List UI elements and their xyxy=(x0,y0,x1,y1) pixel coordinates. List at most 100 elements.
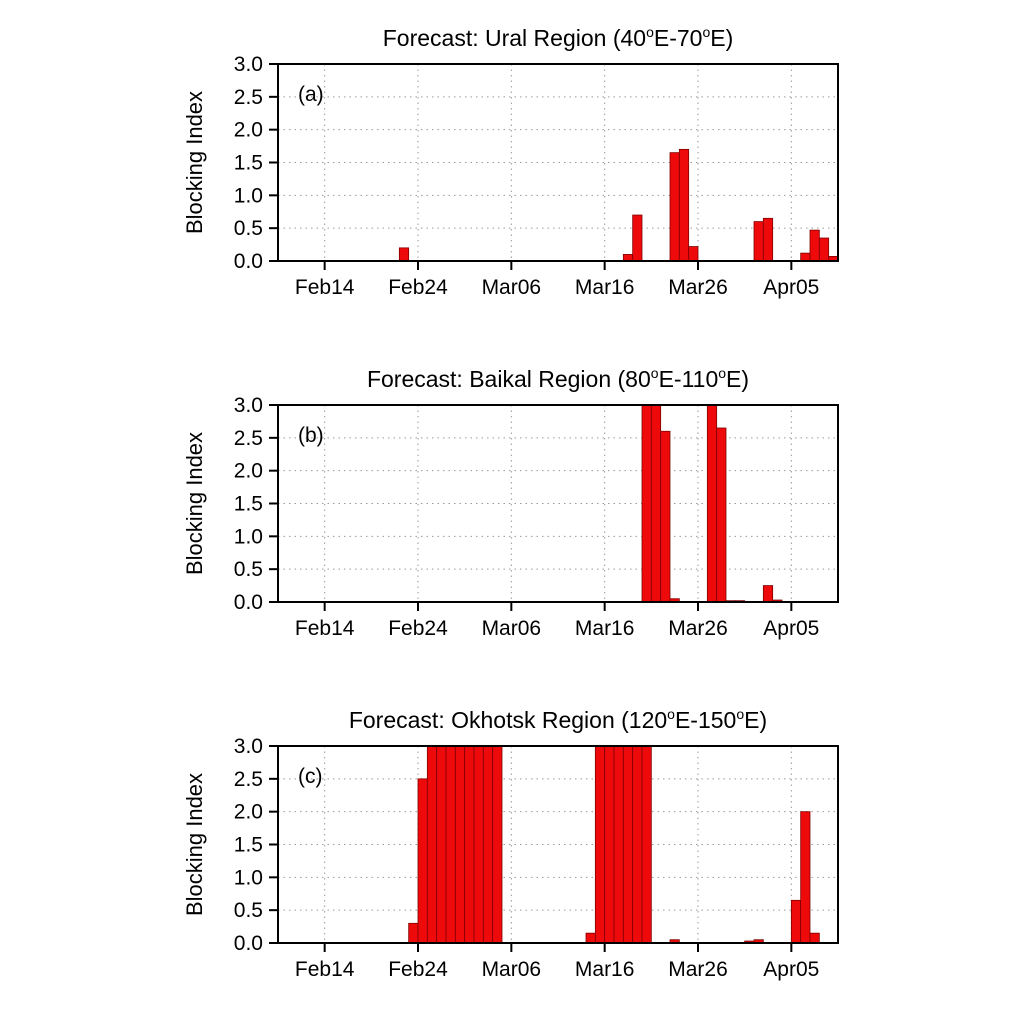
y-tick-label: 1.0 xyxy=(234,184,263,207)
title-text: E-70 xyxy=(654,25,703,51)
y-tick-label: 0.5 xyxy=(234,217,263,240)
y-tick-label: 2.0 xyxy=(234,119,263,142)
degree-superscript: o xyxy=(667,706,675,722)
x-tick-label: Mar26 xyxy=(668,958,728,981)
axis-frame xyxy=(277,745,839,944)
x-tick-label: Feb24 xyxy=(388,617,448,640)
y-tick-label: 0.5 xyxy=(234,558,263,581)
x-tick-label: Mar16 xyxy=(575,617,635,640)
y-tick-label: 2.5 xyxy=(234,86,263,109)
bar xyxy=(753,221,764,262)
x-tick-label: Mar06 xyxy=(482,958,542,981)
bar xyxy=(669,152,680,262)
degree-superscript: o xyxy=(702,24,710,40)
bar xyxy=(482,745,494,944)
bar xyxy=(473,745,484,944)
bar xyxy=(706,404,718,603)
bar xyxy=(436,745,447,944)
bar xyxy=(800,252,811,262)
title-text: E) xyxy=(710,25,733,51)
bar xyxy=(641,745,652,944)
bar xyxy=(660,430,671,603)
bar xyxy=(818,237,830,262)
bar xyxy=(464,745,475,944)
x-tick-label: Apr05 xyxy=(763,617,819,640)
y-tick-label: 3.0 xyxy=(234,53,263,76)
x-tick-label: Feb14 xyxy=(295,958,355,981)
x-tick-label: Feb24 xyxy=(388,276,448,299)
chart-title: Forecast: Ural Region (40oE-70oE) xyxy=(383,24,734,51)
x-tick-label: Mar06 xyxy=(482,617,542,640)
bar xyxy=(632,745,643,944)
y-tick-label: 2.0 xyxy=(234,801,263,824)
chart-title: Forecast: Baikal Region (80oE-110oE) xyxy=(367,365,749,392)
panel-label: (c) xyxy=(298,765,323,788)
axis-frame xyxy=(277,404,839,603)
y-tick-label: 2.5 xyxy=(234,427,263,450)
bar xyxy=(632,214,643,262)
panel-baikal: Feb14 Feb24 Mar06 Mar16 Mar26 Apr05 0.0 0.5 1.0 1… xyxy=(0,341,1024,682)
degree-superscript: o xyxy=(718,365,726,381)
bar xyxy=(417,778,428,944)
y-tick-label: 3.0 xyxy=(234,394,263,417)
bar xyxy=(622,745,634,944)
bar xyxy=(594,745,606,944)
y-tick-label: 0.0 xyxy=(234,250,263,273)
x-tick-label: Mar16 xyxy=(575,958,635,981)
x-tick-label: Apr05 xyxy=(763,958,819,981)
y-tick-label: 0.0 xyxy=(234,932,263,955)
bar xyxy=(800,811,811,944)
bar xyxy=(492,745,503,944)
bar xyxy=(716,427,727,603)
title-text: E) xyxy=(726,366,749,392)
bar xyxy=(408,922,419,944)
chart-title: Forecast: Okhotsk Region (120oE-150oE) xyxy=(349,706,767,733)
x-tick-label: Mar26 xyxy=(668,276,728,299)
x-tick-label: Apr05 xyxy=(763,276,819,299)
bar xyxy=(585,932,596,944)
x-tick-label: Mar16 xyxy=(575,276,635,299)
y-tick-label: 2.5 xyxy=(234,768,263,791)
bar xyxy=(398,247,410,262)
bar xyxy=(426,745,438,944)
y-axis-label: Blocking Index xyxy=(182,432,207,575)
bar xyxy=(650,404,662,603)
degree-superscript: o xyxy=(736,706,744,722)
y-tick-label: 1.5 xyxy=(234,493,263,516)
panel-ural: Feb14 Feb24 Mar06 Mar16 Mar26 Apr05 0.0 0.5 1.0 1… xyxy=(0,0,1024,341)
title-text: E-110 xyxy=(659,366,719,392)
degree-superscript: o xyxy=(651,365,659,381)
degree-superscript: o xyxy=(646,24,654,40)
y-axis-label: Blocking Index xyxy=(182,91,207,234)
y-axis-label: Blocking Index xyxy=(182,773,207,916)
bar xyxy=(809,229,820,262)
bar xyxy=(762,217,774,262)
bar xyxy=(688,246,699,262)
y-tick-label: 1.0 xyxy=(234,525,263,548)
panel-label: (a) xyxy=(298,83,324,106)
title-text: Forecast: Baikal Region (80 xyxy=(367,366,651,392)
y-tick-label: 1.0 xyxy=(234,866,263,889)
title-text: E-150 xyxy=(675,707,736,733)
chart-okhotsk-svg: Feb14 Feb24 Mar06 Mar16 Mar26 Apr05 0.0 0.5 1.0 1… xyxy=(182,706,839,981)
y-tick-label: 0.0 xyxy=(234,591,263,614)
bar xyxy=(604,745,615,944)
y-tick-label: 2.0 xyxy=(234,460,263,483)
y-tick-label: 3.0 xyxy=(234,735,263,758)
y-tick-label: 1.5 xyxy=(234,834,263,857)
x-tick-label: Feb14 xyxy=(295,276,355,299)
bar xyxy=(454,745,466,944)
chart-ural-svg: Feb14 Feb24 Mar06 Mar16 Mar26 Apr05 0.0 0.5 1.0 1… xyxy=(182,24,839,299)
y-tick-label: 1.5 xyxy=(234,152,263,175)
bar xyxy=(678,148,690,262)
axis-frame xyxy=(277,63,839,262)
title-text: E) xyxy=(744,707,767,733)
panel-label: (b) xyxy=(298,424,324,447)
x-tick-label: Feb14 xyxy=(295,617,355,640)
bar xyxy=(809,932,820,944)
y-tick-label: 0.5 xyxy=(234,899,263,922)
bar xyxy=(445,745,456,944)
bar xyxy=(641,404,652,603)
bar xyxy=(790,899,802,944)
